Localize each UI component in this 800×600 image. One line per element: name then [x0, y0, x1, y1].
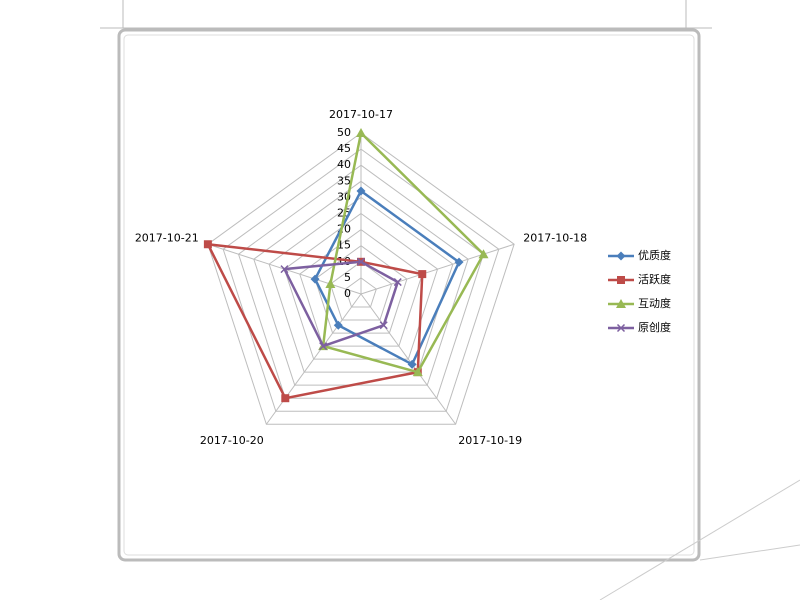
data-point: [281, 394, 290, 403]
grid-line: [345, 277, 377, 308]
data-point: [379, 321, 388, 330]
data-point: [203, 240, 212, 249]
axis-label: 2017-10-21: [135, 232, 199, 245]
legend-label: 原创度: [638, 320, 671, 334]
data-point: [310, 274, 320, 284]
tick-label: 0: [344, 287, 351, 300]
data-point: [356, 186, 366, 196]
grid-line: [329, 261, 393, 321]
page-edge: [599, 479, 800, 600]
data-point: [407, 359, 417, 369]
data-point: [319, 342, 328, 351]
axis-label: 2017-10-19: [458, 434, 522, 447]
tick-label: 50: [337, 126, 351, 139]
series-line: [282, 260, 400, 348]
axis-label: 2017-10-18: [523, 232, 587, 245]
page-edge: [699, 544, 800, 561]
spoke: [360, 243, 515, 295]
series-line: [205, 242, 424, 400]
data-point: [356, 257, 366, 266]
grid-line: [222, 148, 500, 412]
axis-label: 2017-10-17: [329, 108, 393, 121]
spoke: [265, 293, 362, 425]
data-point: [418, 270, 427, 279]
data-point: [412, 367, 423, 377]
grid-line: [283, 212, 439, 360]
legend-label: 活跃度: [638, 272, 671, 286]
data-point: [325, 279, 336, 289]
data-point: [478, 249, 489, 259]
chart-area: [123, 34, 695, 556]
spoke: [360, 293, 457, 425]
legend-marker: [616, 299, 626, 308]
chart-frame[interactable]: [117, 28, 701, 562]
tick-label: 15: [337, 239, 351, 252]
tick-label: 35: [337, 174, 351, 187]
data-point: [280, 265, 289, 274]
series-line: [321, 130, 486, 374]
grid-line: [237, 164, 485, 399]
legend-label: 互动度: [638, 296, 671, 310]
legend-marker: [616, 251, 626, 261]
tick-label: 45: [337, 142, 351, 155]
legend-label: 优质度: [638, 248, 671, 262]
tick-label: 40: [337, 158, 351, 171]
tick-label: 5: [344, 271, 351, 284]
data-point: [393, 278, 402, 287]
data-point: [333, 320, 343, 330]
grid-line: [207, 132, 515, 425]
data-point: [454, 257, 464, 267]
legend-marker: [616, 323, 626, 333]
data-point: [356, 128, 366, 137]
grid-line: [253, 180, 469, 386]
legend-marker: [617, 276, 625, 284]
axis-label: 2017-10-20: [200, 434, 264, 447]
